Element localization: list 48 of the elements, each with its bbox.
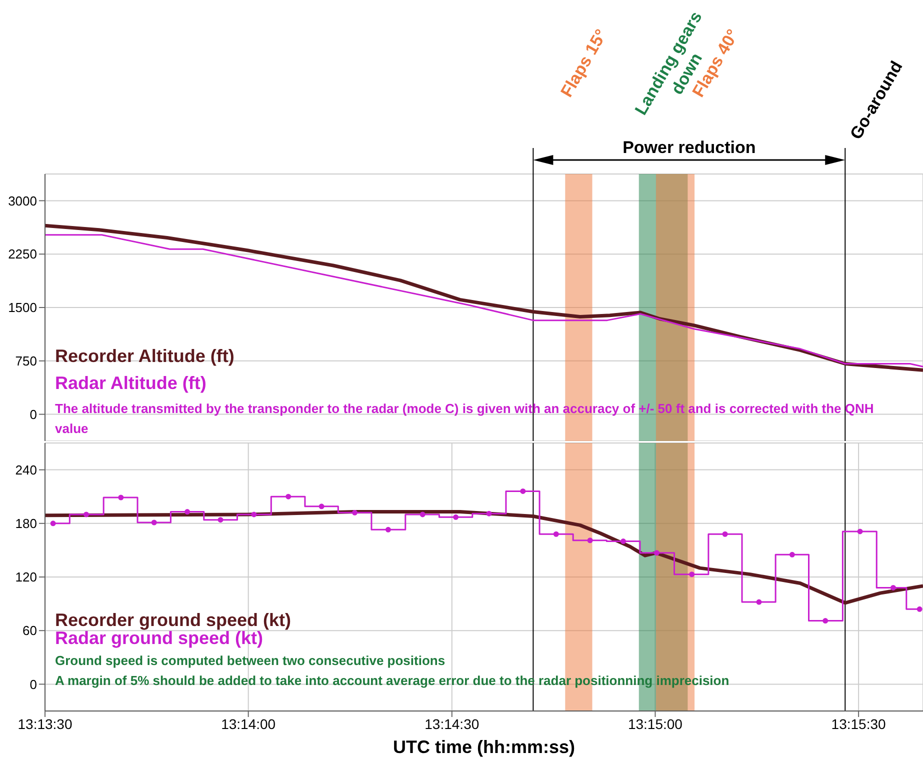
point	[756, 599, 762, 605]
y-tick-label: 2250	[8, 246, 37, 262]
text: Radar Altitude (ft)	[55, 372, 208, 395]
point	[385, 526, 391, 532]
point	[251, 512, 257, 518]
point	[50, 520, 56, 526]
point	[486, 510, 492, 516]
text: Recorder ground speed (kt)	[55, 610, 292, 630]
point	[453, 514, 459, 520]
y-tick-label: 750	[15, 354, 37, 369]
y-tick-label: 120	[15, 570, 37, 585]
x-axis-title: UTC time (hh:mm:ss)	[392, 737, 576, 757]
point	[420, 512, 426, 518]
point	[318, 504, 324, 510]
point	[916, 606, 922, 612]
point	[184, 509, 190, 515]
x-tick-label: 13:14:30	[424, 716, 480, 732]
text: Recorder Altitude (ft)	[55, 345, 234, 368]
point	[620, 538, 626, 544]
point	[587, 538, 593, 544]
x-tick-label: 13:15:30	[831, 716, 886, 732]
point	[352, 510, 358, 516]
x-tick-label: 13:13:30	[18, 716, 72, 732]
point	[722, 531, 728, 537]
point	[689, 572, 695, 578]
point	[857, 528, 863, 534]
y-tick-label: 0	[30, 406, 37, 422]
point	[118, 494, 124, 500]
point	[553, 531, 559, 537]
point	[789, 552, 795, 558]
point	[286, 494, 292, 500]
point	[151, 520, 157, 526]
text: Power reduction	[622, 138, 756, 157]
x-tick-label: 13:14:00	[221, 716, 276, 732]
y-tick-label: 0	[30, 676, 37, 692]
point	[822, 618, 828, 624]
point	[890, 584, 896, 590]
point	[654, 550, 660, 556]
point	[84, 512, 89, 518]
y-tick-label: 1500	[8, 300, 37, 316]
point	[520, 488, 526, 494]
y-tick-label: 3000	[8, 193, 37, 208]
y-tick-label: 240	[15, 462, 37, 478]
point	[218, 517, 224, 523]
annotation: Ground speed is computed between two consecutive positions	[55, 652, 446, 670]
y-tick-label: 60	[22, 623, 37, 638]
y-tick-label: 180	[15, 516, 37, 532]
x-tick-label: 13:15:00	[628, 716, 683, 732]
